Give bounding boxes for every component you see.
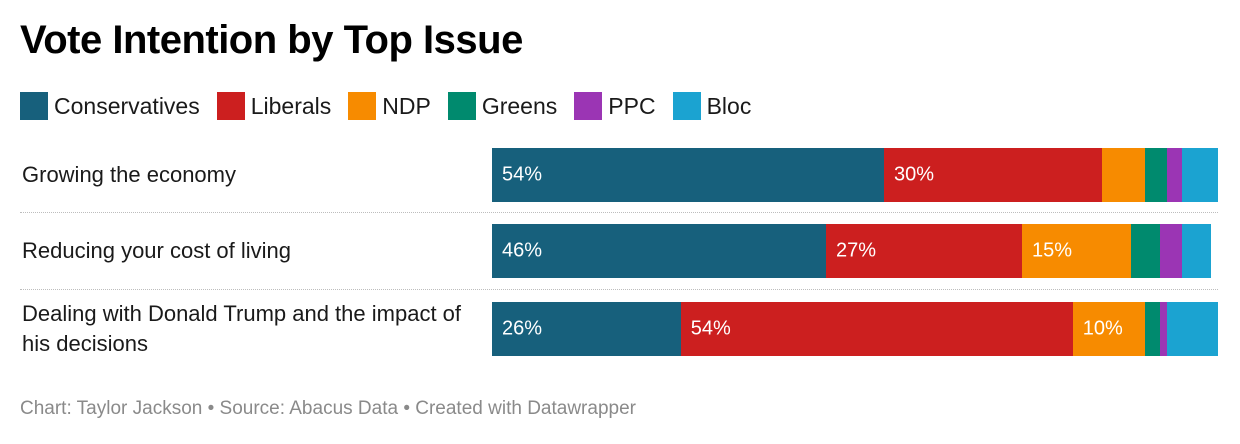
bar-segment-ppc [1159, 224, 1182, 278]
legend-label-bloc: Bloc [706, 92, 752, 119]
bar-segment-bloc [1167, 302, 1218, 356]
legend-item-ppc: PPC [574, 92, 656, 120]
data-label-liberals: 27% [835, 239, 876, 262]
bar-row-dealing-with-donald-trump-and-the-impact-of-his-decisions: 26% 54% 10% [492, 302, 1218, 356]
bar-segment-greens [1145, 302, 1160, 356]
legend-item-conservatives: Conservatives [20, 92, 200, 120]
bar-segment-ndp [1101, 148, 1146, 202]
legend-label-greens: Greens [481, 92, 558, 119]
bar-segment-conservatives: 46% [492, 224, 826, 278]
bar-segment-ndp: 15% [1021, 224, 1131, 278]
chart-footer: Chart: Taylor Jackson • Source: Abacus D… [20, 398, 636, 419]
legend-swatch-greens [447, 92, 476, 120]
bar-segment-greens [1130, 224, 1160, 278]
chart-title: Vote Intention by Top Issue [20, 18, 523, 62]
legend-label-ndp: NDP [382, 92, 431, 119]
bar-row-reducing-your-cost-of-living: 46% 27% 15% [492, 224, 1218, 278]
data-label-conservatives: 54% [502, 163, 543, 186]
row-label-growing-the-economy: Growing the economy [22, 162, 236, 187]
bar-segment-bloc [1181, 148, 1218, 202]
data-label-ndp: 10% [1082, 317, 1123, 340]
bar-segment-liberals: 54% [680, 302, 1073, 356]
bar-segment-greens [1145, 148, 1168, 202]
bar-segment-ppc [1159, 302, 1168, 356]
legend-label-conservatives: Conservatives [54, 92, 200, 119]
row-label-reducing-your-cost-of-living: Reducing your cost of living [22, 238, 292, 263]
bar-segment-conservatives: 26% [492, 302, 681, 356]
legend-swatch-liberals [216, 92, 245, 120]
bar-segment-liberals: 27% [825, 224, 1022, 278]
legend-swatch-bloc [672, 92, 701, 120]
legend-label-liberals: Liberals [250, 92, 332, 119]
data-label-conservatives: 26% [502, 317, 543, 340]
bar-segment-liberals: 30% [884, 148, 1102, 202]
bar-segment-conservatives: 54% [492, 148, 885, 202]
row-label-dealing-with-donald-trump-and-the-impact-of-his-decisions: Dealing with Donald Trump and the impact… [22, 301, 462, 356]
bar-segment-ndp: 10% [1072, 302, 1146, 356]
row-divider [20, 289, 1218, 290]
bar-segment-bloc [1181, 224, 1211, 278]
row-divider [20, 212, 1218, 213]
legend-label-ppc: PPC [608, 92, 656, 119]
legend-swatch-ndp [348, 92, 377, 120]
bar-segment-ppc [1167, 148, 1182, 202]
legend-item-ndp: NDP [348, 92, 431, 120]
data-label-liberals: 30% [894, 163, 935, 186]
data-label-ndp: 15% [1031, 239, 1072, 262]
legend-item-bloc: Bloc [672, 92, 752, 120]
legend-swatch-ppc [574, 92, 603, 120]
legend-item-liberals: Liberals [216, 92, 332, 120]
legend-swatch-conservatives [20, 92, 48, 120]
legend-item-greens: Greens [447, 92, 558, 120]
data-label-liberals: 54% [690, 317, 731, 340]
chart-legend: Conservatives Liberals NDP Greens PPC Bloc [20, 92, 768, 120]
data-label-conservatives: 46% [502, 239, 543, 262]
bar-row-growing-the-economy: 54% 30% [492, 148, 1218, 202]
